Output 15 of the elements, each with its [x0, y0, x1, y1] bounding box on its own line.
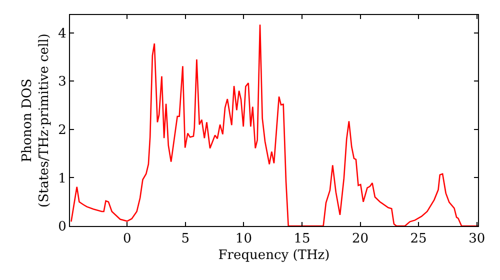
y-tick-label: 4 — [58, 26, 66, 42]
x-tick-label: 20 — [352, 232, 369, 247]
y-axis-title: Phonon DOS (States/THz·primitive cell) — [20, 33, 52, 208]
y-tick-label: 0 — [58, 220, 66, 235]
y-tick-label: 3 — [58, 74, 66, 90]
x-tick-label: 30 — [468, 232, 486, 247]
x-axis-title: Frequency (THz) — [218, 248, 330, 264]
x-tick-label: 15 — [294, 232, 310, 247]
y-tick-label: 1 — [58, 171, 66, 186]
x-tick-label: 0 — [122, 232, 132, 247]
y-tick-label: 2 — [58, 122, 66, 138]
x-tick-label: 10 — [235, 232, 252, 247]
line-series — [70, 24, 478, 226]
x-tick-label: 25 — [410, 232, 427, 247]
x-tick-label: 5 — [181, 232, 190, 247]
